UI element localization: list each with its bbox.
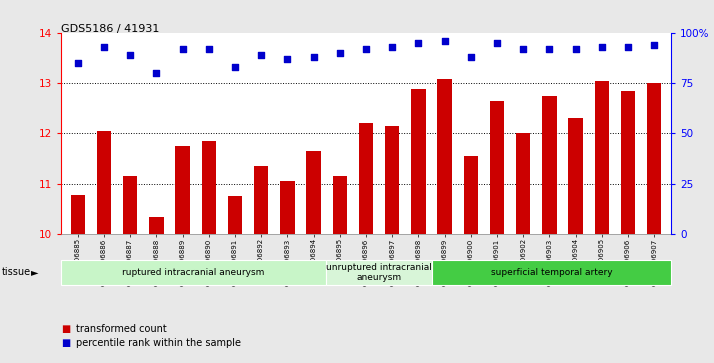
Bar [228, 196, 242, 234]
Point [386, 44, 398, 50]
Bar [463, 156, 478, 234]
Point [281, 56, 293, 62]
Point [308, 54, 319, 60]
Point [72, 60, 84, 66]
Text: tissue: tissue [2, 267, 31, 277]
Text: ■: ■ [61, 338, 70, 348]
Point [151, 70, 162, 76]
Bar [96, 131, 111, 234]
Point [648, 42, 660, 48]
Text: transformed count: transformed count [76, 323, 167, 334]
Bar [620, 91, 635, 234]
Point [596, 44, 608, 50]
Text: percentile rank within the sample: percentile rank within the sample [76, 338, 241, 348]
Text: ■: ■ [61, 323, 70, 334]
Point [439, 38, 451, 44]
Point [360, 46, 371, 52]
Bar [176, 146, 190, 234]
Point [413, 40, 424, 46]
Point [334, 50, 346, 56]
Bar [201, 141, 216, 234]
Bar [568, 118, 583, 234]
Point [124, 52, 136, 58]
Text: GDS5186 / 41931: GDS5186 / 41931 [61, 24, 159, 34]
Point [543, 46, 555, 52]
Point [570, 46, 581, 52]
Point [622, 44, 633, 50]
Text: unruptured intracranial
aneurysm: unruptured intracranial aneurysm [326, 262, 432, 282]
Bar [71, 195, 85, 234]
Text: ►: ► [31, 267, 39, 277]
Bar [333, 176, 347, 234]
Point [465, 54, 476, 60]
Point [177, 46, 188, 52]
Bar [595, 81, 609, 234]
Bar [306, 151, 321, 234]
Point [203, 46, 214, 52]
Bar [411, 89, 426, 234]
Text: superficial temporal artery: superficial temporal artery [491, 268, 613, 277]
Point [518, 46, 529, 52]
Bar [61, 260, 326, 285]
Bar [647, 83, 661, 234]
Bar [542, 95, 556, 234]
Text: ruptured intracranial aneurysm: ruptured intracranial aneurysm [122, 268, 265, 277]
Bar [123, 176, 137, 234]
Bar [254, 166, 268, 234]
Bar [326, 260, 432, 285]
Point [491, 40, 503, 46]
Bar [432, 260, 671, 285]
Bar [280, 181, 295, 234]
Bar [516, 133, 531, 234]
Point [256, 52, 267, 58]
Bar [490, 101, 504, 234]
Bar [437, 79, 452, 234]
Point [229, 64, 241, 70]
Bar [149, 216, 164, 234]
Bar [358, 123, 373, 234]
Point [99, 44, 110, 50]
Bar [385, 126, 399, 234]
